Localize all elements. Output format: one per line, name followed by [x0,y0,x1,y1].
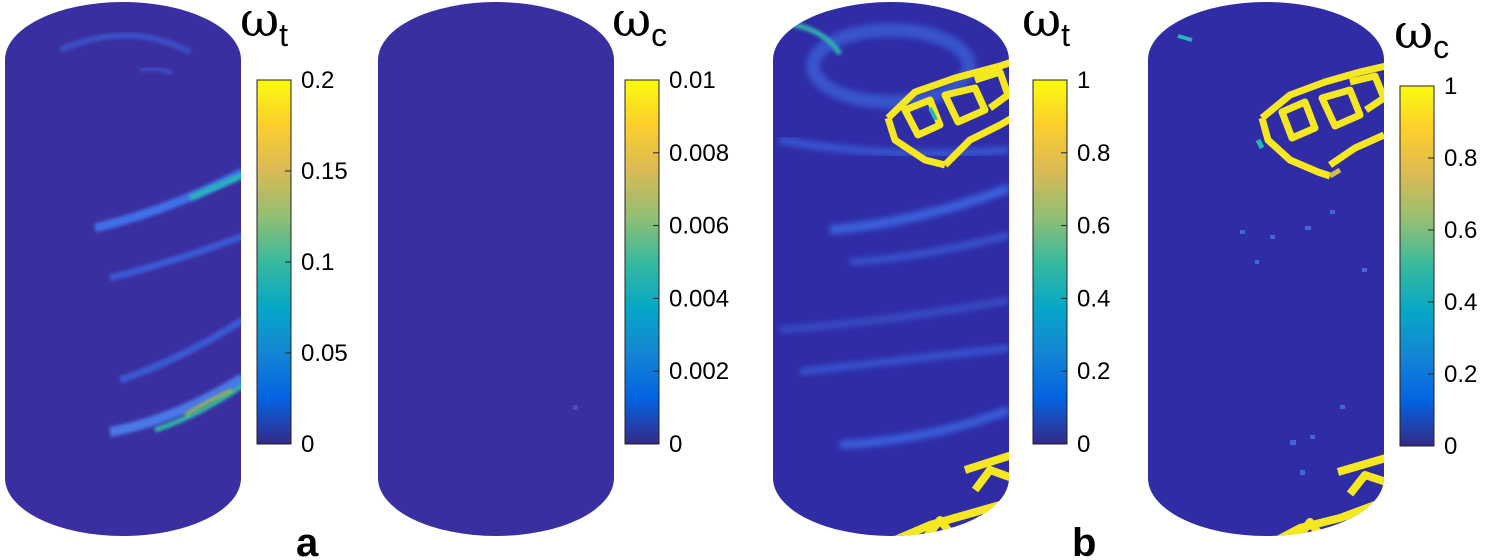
colorbar-gradient [1400,86,1434,446]
colorbar-tick-label: 0.006 [669,213,729,240]
colorbar-tick-label: 0.2 [1077,358,1110,385]
colorbar-b-compression: 0 0.2 0.4 0.6 0.8 1 [1399,73,1477,460]
damage-field-a-tension [58,32,241,437]
colorbar-tick-label: 0.6 [1077,213,1110,240]
colorbar-tick-label: 0.6 [1444,217,1477,244]
colorbar-tick-label: 0.008 [669,140,729,167]
colorbar-gradient [625,80,659,444]
colorbar-tick-label: 0.4 [1077,285,1110,312]
cylinder-b-tension [773,2,1009,536]
colorbar-tick-label: 0.002 [669,358,729,385]
colorbar-tick-label: 0.004 [669,285,729,312]
group-label-b: b [1072,521,1096,560]
colorbar-a-compression: 0 0.002 0.004 0.006 0.008 0.01 [624,67,729,458]
group-label-a: a [296,521,319,560]
colorbar-tick-label: 0.8 [1444,145,1477,172]
colorbar-tick-label: 1 [1444,73,1457,100]
colorbar-a-tension: 0 0.05 0.1 0.15 0.2 [256,67,348,458]
colorbar-tick-label: 1 [1077,67,1090,94]
colorbar-tick-label: 0.8 [1077,140,1110,167]
cylinder-a-compression [378,2,614,536]
colorbar-tick-label: 0.2 [301,67,334,94]
panel-b-compression: 0 0.2 0.4 0.6 0.8 1 ωc [1148,2,1477,536]
colorbar-title-a-tension: ωt [240,0,288,53]
colorbar-b-tension: 0 0.2 0.4 0.6 0.8 1 [1032,67,1110,458]
panel-a-tension: 0 0.05 0.1 0.15 0.2 ωt [5,0,348,536]
colorbar-title-a-compression: ωc [612,0,667,53]
colorbar-tick-label: 0 [1077,431,1090,458]
colorbar-gradient [1033,80,1067,444]
colorbar-title-b-tension: ωt [1022,0,1070,53]
colorbar-tick-label: 0.2 [1444,361,1477,388]
colorbar-tick-label: 0.4 [1444,289,1477,316]
panel-b-tension: 0 0.2 0.4 0.6 0.8 1 ωt [773,0,1110,536]
colorbar-tick-label: 0 [301,431,314,458]
colorbar-title-b-compression: ωc [1394,4,1449,65]
colorbar-tick-label: 0.05 [301,340,348,367]
cylinder-a-tension [5,2,241,536]
colorbar-tick-label: 0 [1444,433,1457,460]
colorbar-tick-label: 0.01 [669,67,716,94]
colorbar-tick-label: 0.1 [301,249,334,276]
panel-a-compression: 0 0.002 0.004 0.006 0.008 0.01 ωc [378,0,729,536]
cylinder-b-compression [1148,2,1384,536]
colorbar-tick-label: 0.15 [301,158,348,185]
colorbar-tick-label: 0 [669,431,682,458]
